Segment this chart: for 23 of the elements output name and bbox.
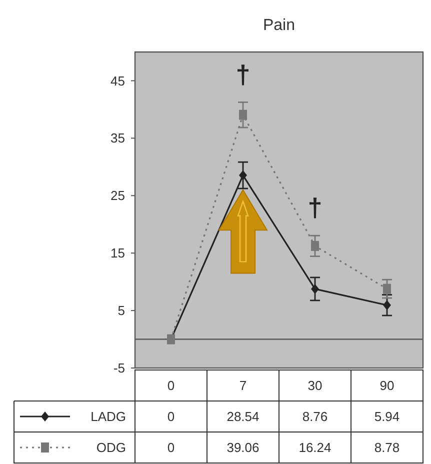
data-label: 28.54 <box>226 409 260 424</box>
y-tick-label: 35 <box>110 130 125 146</box>
annotation: † <box>308 192 322 223</box>
data-label: 39.06 <box>226 440 260 456</box>
y-tick-label: 45 <box>110 73 125 88</box>
y-tick-label: -5 <box>113 360 125 376</box>
annotation: † <box>236 59 250 90</box>
y-tick-label: 25 <box>110 188 125 204</box>
data-label: 8.76 <box>302 409 328 424</box>
data-label: 0 <box>167 409 175 424</box>
y-tick-label: 15 <box>110 246 125 261</box>
data-label: 16.24 <box>298 440 332 456</box>
y-tick-label: 5 <box>118 303 125 318</box>
legend-label: ODG <box>96 440 126 456</box>
chart-title: Pain <box>262 17 296 34</box>
x-tick-label: 7 <box>239 378 247 394</box>
x-tick-label: 0 <box>167 378 175 394</box>
data-label: 5.94 <box>374 409 400 424</box>
x-tick-label: 30 <box>308 378 322 394</box>
data-label: 8.78 <box>374 440 400 456</box>
x-tick-label: 90 <box>380 378 394 394</box>
data-label: 0 <box>167 440 175 456</box>
legend-label: LADG <box>90 409 126 424</box>
